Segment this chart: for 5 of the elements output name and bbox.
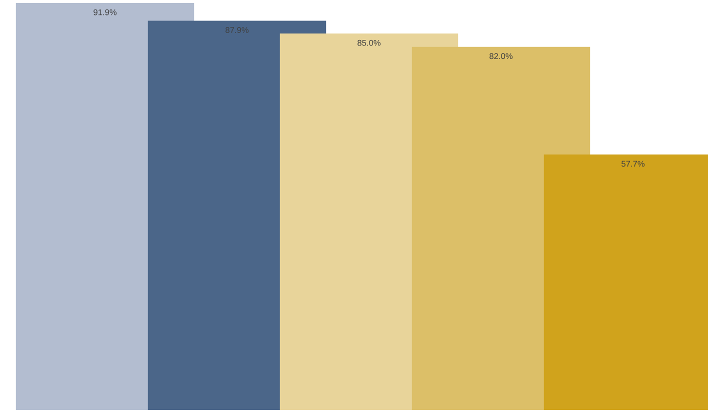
data-label: 91.9%	[94, 9, 117, 16]
data-label: 85.0%	[358, 40, 381, 46]
data-label: 82.0%	[490, 53, 513, 60]
data-label: 57.7%	[622, 160, 645, 167]
data-label: 87.9%	[226, 27, 249, 33]
